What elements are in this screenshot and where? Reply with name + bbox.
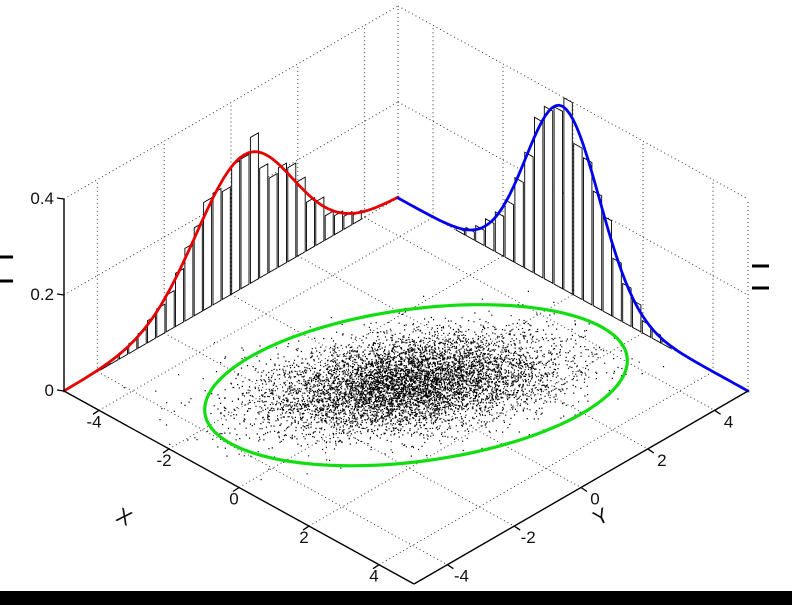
x-axis-title: X xyxy=(112,504,135,531)
x-marginal-curve xyxy=(396,103,750,393)
y-tick-label: 0 xyxy=(590,490,599,509)
x-tick-label: -2 xyxy=(156,451,171,470)
x-tick-label: 4 xyxy=(369,567,378,586)
z-tick-label: 0.2 xyxy=(30,285,54,304)
bottom-border xyxy=(0,591,792,605)
z-tick-label: 0 xyxy=(45,381,54,400)
left-wall-grid xyxy=(63,5,399,372)
y-tick-label: -4 xyxy=(454,567,469,586)
z-axis-ticks: 0 0.2 0.4 xyxy=(30,189,65,400)
x-tick-label: 2 xyxy=(299,528,308,547)
z-tick-label: 0.4 xyxy=(30,189,54,208)
y-axis-title: Y xyxy=(590,504,613,531)
x-tick-label: 0 xyxy=(229,490,238,509)
x-axis-ticks: -4 -2 0 2 4 xyxy=(86,409,380,586)
plot-layers: -4 -2 0 2 4 -4 -2 0 2 4 0 0.2 0.4 xyxy=(0,5,792,605)
y-marginal-histogram xyxy=(100,132,362,371)
y-tick-label: 4 xyxy=(724,412,733,431)
y-axis-ticks: -4 -2 0 2 4 xyxy=(447,409,733,586)
y-marginal-curve xyxy=(62,150,400,393)
x-tick-label: -4 xyxy=(86,412,101,431)
box-edges xyxy=(397,6,749,391)
decorations xyxy=(0,255,792,605)
y-tick-label: -2 xyxy=(521,528,536,547)
scatter-points xyxy=(123,290,665,481)
confidence-ellipse xyxy=(203,303,629,468)
x-marginal-histogram xyxy=(455,97,671,349)
y-tick-label: 2 xyxy=(657,451,666,470)
floor-grid xyxy=(63,197,749,566)
